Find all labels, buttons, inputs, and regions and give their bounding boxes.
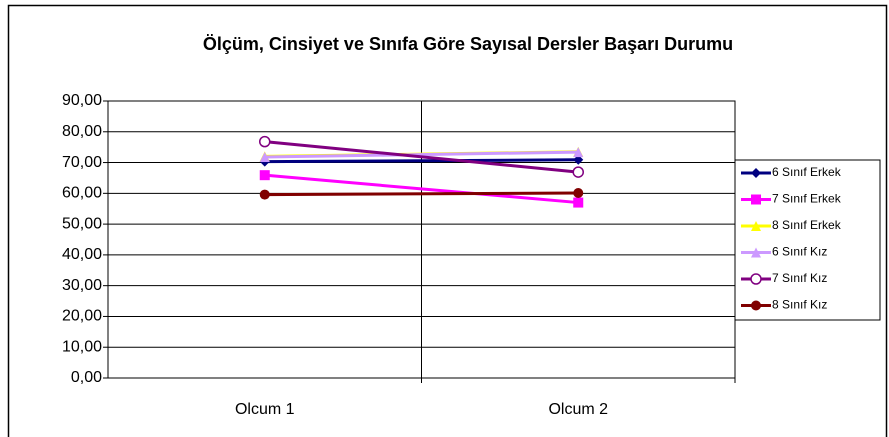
y-tick-label: 90,00 <box>62 92 102 109</box>
legend-box <box>734 159 881 321</box>
legend-label: 6 Sınıf Kız <box>772 245 827 259</box>
marker <box>573 147 584 158</box>
y-tick-label: 30,00 <box>62 277 102 294</box>
marker <box>572 166 584 178</box>
y-tick-label: 0,00 <box>71 369 102 386</box>
series-line <box>264 173 579 205</box>
legend-label: 8 Sınıf Erkek <box>772 218 842 232</box>
y-tick-label: 50,00 <box>62 215 102 232</box>
x-tick-label: Olcum 2 <box>548 401 608 418</box>
series-line <box>264 140 579 174</box>
marker <box>573 188 584 199</box>
y-tick-label: 70,00 <box>62 154 102 171</box>
marker <box>259 152 270 163</box>
legend-label: 6 Sınıf Erkek <box>772 165 842 179</box>
marker <box>259 189 270 200</box>
marker <box>573 197 584 208</box>
legend-label: 8 Sınıf Kız <box>772 298 827 312</box>
legend-label: 7 Sınıf Kız <box>772 271 827 285</box>
chart-title: Ölçüm, Cinsiyet ve Sınıfa Göre Sayısal D… <box>203 34 733 54</box>
marker <box>259 170 270 181</box>
y-tick-label: 60,00 <box>62 185 102 202</box>
y-tick-label: 20,00 <box>62 308 102 325</box>
legend-marker <box>751 194 761 205</box>
series-line <box>264 158 579 164</box>
x-tick-label: Olcum 1 <box>235 401 295 418</box>
y-tick-label: 80,00 <box>62 123 102 140</box>
legend-marker <box>751 300 761 311</box>
series-line <box>264 191 579 197</box>
y-tick-label: 40,00 <box>62 246 102 263</box>
marker <box>259 135 271 148</box>
legend-marker <box>751 247 761 258</box>
legend-marker <box>751 221 761 231</box>
marker <box>573 154 584 165</box>
legend-marker <box>750 273 762 285</box>
series-line <box>264 150 579 159</box>
legend-label: 7 Sınıf Erkek <box>772 192 842 206</box>
legend-marker <box>751 168 761 178</box>
y-tick-label: 10,00 <box>62 338 102 355</box>
